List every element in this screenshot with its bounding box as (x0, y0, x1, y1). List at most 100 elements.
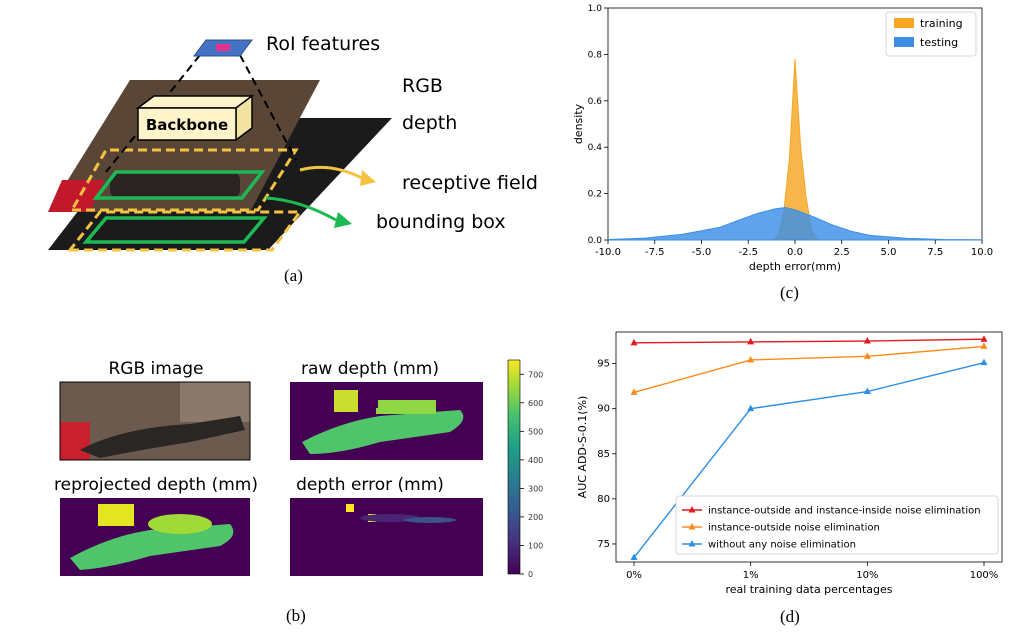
backbone-front (137, 107, 237, 141)
x-tick-label: -2.5 (738, 247, 758, 258)
legend: training testing (885, 11, 977, 57)
caption-a: (a) (284, 266, 303, 285)
series-point-2 (980, 358, 988, 366)
bbox-rgb (92, 170, 266, 200)
series-point-1 (863, 352, 871, 359)
colorbar (507, 359, 521, 575)
y-tick-label: 75 (597, 539, 610, 550)
y-tick-label: 0.6 (588, 97, 603, 107)
colorbar-tick-label: 300 (528, 484, 543, 493)
y-tick-label: 80 (597, 494, 610, 505)
receptive-arrowhead (360, 170, 376, 186)
y-tick-label: 0.4 (588, 143, 603, 153)
series-line-1 (633, 345, 985, 394)
depth-error-image (290, 498, 483, 576)
reprojected-depth-image (60, 498, 250, 576)
legend-swatch (894, 37, 914, 47)
series-point-0 (747, 337, 755, 345)
legend-label: training (920, 17, 963, 30)
roi-label: RoI features (266, 33, 380, 55)
x-tick-label: 1% (743, 570, 759, 581)
colorbar-ticks: 0 100 200 300 400 500 600 700 (520, 370, 543, 579)
y-tick-label: 85 (597, 449, 610, 460)
x-tick-label: 7.5 (927, 247, 943, 258)
x-tick-label: 0.0 (787, 247, 803, 258)
bbox-arrowhead (334, 212, 352, 228)
series-line-2 (633, 361, 985, 558)
legend-marker (688, 523, 696, 530)
x-axis-label: depth error(mm) (749, 260, 841, 273)
colorbar-tick-label: 200 (528, 513, 543, 522)
colorbar-tick-label: 100 (528, 541, 543, 550)
depth-images: RGB image raw depth (mm) reprojected dep… (54, 359, 543, 579)
y-axis-label: AUC ADD-S-0.1(%) (576, 396, 589, 499)
caption-d: (d) (780, 607, 800, 626)
y-tick-label: 0.8 (588, 50, 603, 60)
series-point-1 (747, 355, 755, 363)
caption-c: (c) (780, 283, 799, 302)
receptive-field-depth (66, 210, 303, 252)
x-tick-label: -5.0 (692, 247, 712, 258)
panel-b: RGB image raw depth (mm) reprojected dep… (40, 350, 560, 639)
x-tick-label: 2.5 (834, 247, 850, 258)
x-tick-label: 5.0 (881, 247, 897, 258)
title-reprojected-depth: reprojected depth (mm) (54, 475, 258, 495)
legend-swatch (894, 18, 914, 28)
receptive-label: receptive field (402, 172, 538, 194)
rgb-image (59, 381, 251, 461)
series-point-2 (630, 553, 638, 560)
panel-d: 75 80 85 90 95 0% 1% 10% 100% real training data … (568, 320, 1024, 639)
bbox-arrow (265, 196, 337, 222)
series-point-0 (980, 335, 988, 342)
title-raw-depth: raw depth (mm) (301, 359, 439, 379)
rgb-red-region (48, 180, 104, 212)
panel-c: -10.0 -7.5 -5.0 -2.5 0.0 2.5 5.0 7.5 10.0 0.0 0.2 0… (568, 0, 1024, 310)
colorbar-tick-label: 700 (528, 370, 543, 379)
y-tick-label: 1.0 (588, 4, 603, 14)
series-point-2 (863, 387, 871, 395)
panel-a: Backbone RoI features RGB depth receptiv… (0, 0, 560, 300)
x-tick-label: 100% (970, 570, 999, 581)
auc-line-chart: 75 80 85 90 95 0% 1% 10% 100% real training data … (576, 331, 1003, 596)
legend-label: testing (920, 36, 958, 49)
legend-label: instance-outside noise elimination (708, 523, 880, 534)
legend-marker (688, 540, 696, 547)
density-chart: -10.0 -7.5 -5.0 -2.5 0.0 2.5 5.0 7.5 10.0 0.0 0.2 0… (572, 4, 993, 273)
legend-label: instance-outside and instance-inside noi… (708, 506, 981, 517)
x-tick-label: -10.0 (595, 247, 621, 258)
title-rgb-image: RGB image (108, 359, 203, 379)
depth-label: depth (402, 112, 457, 134)
series-point-1 (980, 342, 988, 349)
colorbar-tick-label: 500 (528, 427, 543, 436)
x-tick-label: 10% (856, 570, 878, 581)
rgb-label: RGB (402, 75, 443, 97)
title-depth-error: depth error (mm) (296, 475, 444, 495)
roi-line-right (239, 54, 297, 161)
x-tick-label: 10.0 (971, 247, 993, 258)
density-area-testing (607, 207, 983, 241)
roi-glyph (216, 44, 230, 51)
colorbar-tick-label: 400 (528, 456, 543, 465)
colorbar-tick-label: 600 (528, 399, 543, 408)
bbox-depth (82, 216, 268, 244)
caption-b: (b) (286, 606, 306, 625)
y-tick-label: 90 (597, 404, 610, 415)
series-point-0 (863, 337, 871, 344)
raw-depth-image (290, 382, 483, 460)
legend-label: without any noise elimination (708, 540, 856, 551)
receptive-field-rgb (69, 148, 299, 212)
rgb-object-shape (110, 172, 240, 198)
bbox-label: bounding box (376, 211, 506, 233)
legend: instance-outside and instance-inside noi… (675, 495, 999, 555)
backbone-label: Backbone (146, 116, 228, 134)
colorbar-tick-label: 0 (528, 570, 533, 579)
y-axis-label: density (572, 103, 585, 144)
y-tick-label: 0.2 (588, 190, 602, 200)
series-point-0 (630, 338, 638, 346)
x-tick-label: 0% (626, 570, 642, 581)
legend-marker (688, 506, 696, 513)
y-tick-label: 95 (597, 359, 610, 370)
x-axis-label: real training data percentages (725, 583, 892, 596)
y-tick-label: 0.0 (588, 236, 603, 246)
series-point-2 (747, 404, 755, 412)
